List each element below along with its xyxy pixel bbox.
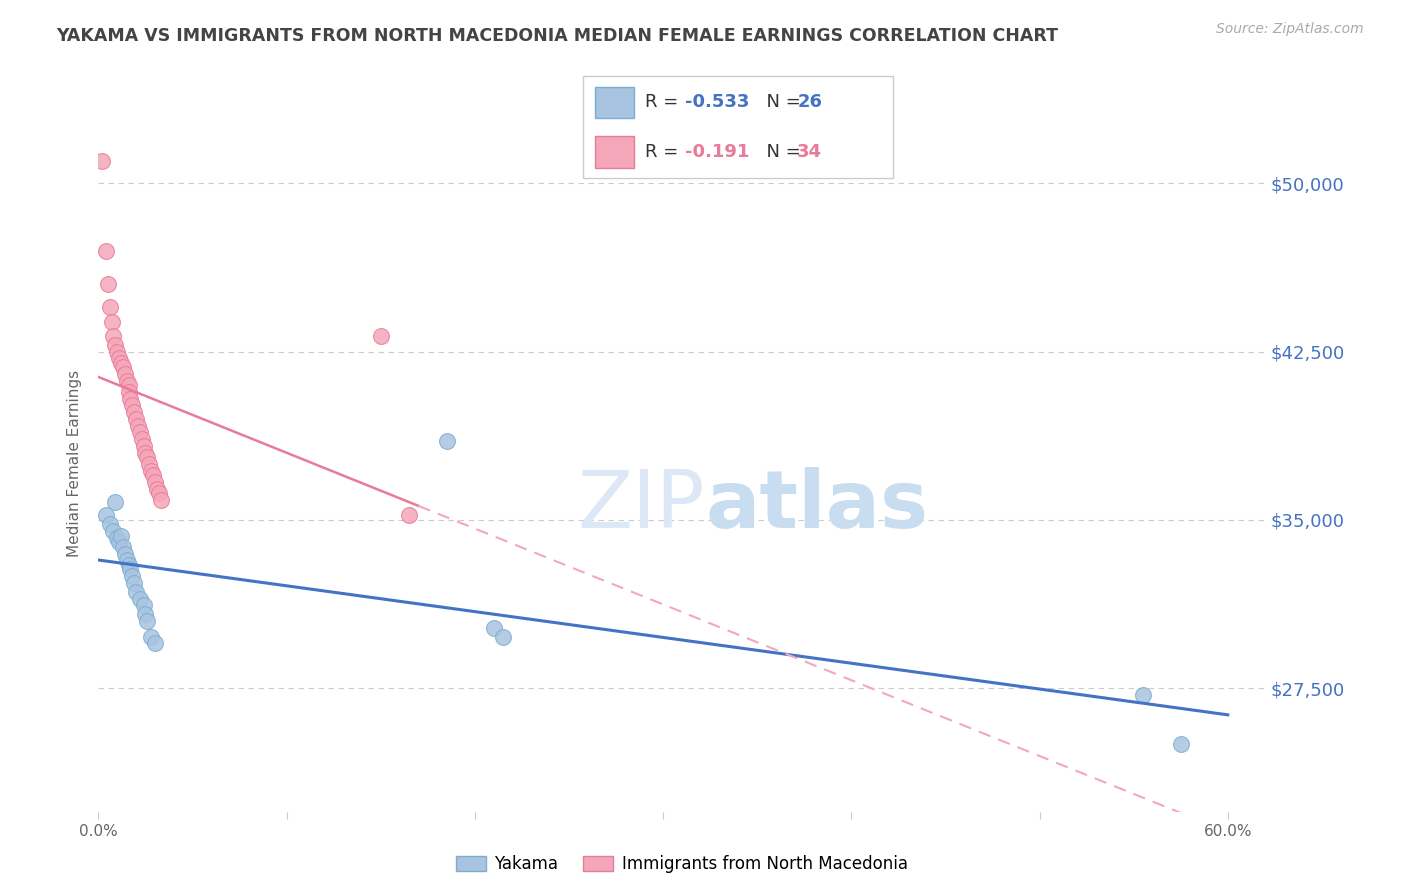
Point <box>134 607 156 622</box>
Point <box>128 591 150 606</box>
Text: YAKAMA VS IMMIGRANTS FROM NORTH MACEDONIA MEDIAN FEMALE EARNINGS CORRELATION CHA: YAKAMA VS IMMIGRANTS FROM NORTH MACEDONI… <box>56 27 1059 45</box>
Point <box>104 338 127 352</box>
Point <box>146 482 169 496</box>
Point <box>120 562 142 576</box>
Point <box>482 621 505 635</box>
Point <box>121 569 143 583</box>
Point <box>134 445 156 459</box>
Point <box>492 630 515 644</box>
Point <box>98 300 121 314</box>
Point <box>98 517 121 532</box>
Text: 26: 26 <box>797 93 823 112</box>
Point <box>132 439 155 453</box>
Legend: Yakama, Immigrants from North Macedonia: Yakama, Immigrants from North Macedonia <box>450 848 914 880</box>
Point <box>136 614 159 628</box>
Point <box>398 508 420 523</box>
Point <box>115 553 138 567</box>
Point <box>115 374 138 388</box>
Text: R =: R = <box>645 143 685 161</box>
Point <box>142 468 165 483</box>
Point <box>100 315 122 329</box>
Point <box>128 425 150 440</box>
Point <box>94 508 117 523</box>
Point <box>436 434 458 449</box>
Point <box>139 630 162 644</box>
Point <box>121 399 143 413</box>
Point <box>1170 738 1192 752</box>
Point <box>105 531 128 545</box>
Point <box>91 153 114 168</box>
Point <box>136 450 159 464</box>
Point <box>97 277 120 292</box>
Text: N =: N = <box>755 93 807 112</box>
Point <box>143 475 166 489</box>
Point <box>148 486 170 500</box>
Point <box>103 524 125 538</box>
Point <box>143 636 166 650</box>
Point <box>108 535 131 549</box>
Point <box>122 575 145 590</box>
Point <box>138 457 160 471</box>
Point <box>122 405 145 419</box>
Point <box>117 558 139 572</box>
Text: N =: N = <box>755 143 807 161</box>
Point <box>110 356 132 370</box>
Text: atlas: atlas <box>706 467 928 545</box>
Text: Source: ZipAtlas.com: Source: ZipAtlas.com <box>1216 22 1364 37</box>
Point <box>139 464 162 478</box>
Point <box>131 432 153 446</box>
Point <box>1132 688 1154 702</box>
Y-axis label: Median Female Earnings: Median Female Earnings <box>67 370 83 558</box>
Point <box>120 392 142 406</box>
Point <box>94 244 117 258</box>
Point <box>125 412 148 426</box>
Point <box>149 492 172 507</box>
Point <box>111 540 134 554</box>
Point <box>111 360 134 375</box>
Point <box>117 384 139 399</box>
Point <box>117 378 139 392</box>
Point <box>103 329 125 343</box>
Point <box>105 344 128 359</box>
Text: -0.191: -0.191 <box>685 143 749 161</box>
Point <box>108 351 131 366</box>
Text: ZIP: ZIP <box>578 467 706 545</box>
Point <box>110 529 132 543</box>
Point <box>125 584 148 599</box>
Point <box>127 418 149 433</box>
Text: R =: R = <box>645 93 685 112</box>
Point <box>370 329 392 343</box>
Point <box>132 599 155 613</box>
Text: 34: 34 <box>797 143 823 161</box>
Point <box>114 547 136 561</box>
Point <box>114 367 136 381</box>
Point <box>104 495 127 509</box>
Text: -0.533: -0.533 <box>685 93 749 112</box>
